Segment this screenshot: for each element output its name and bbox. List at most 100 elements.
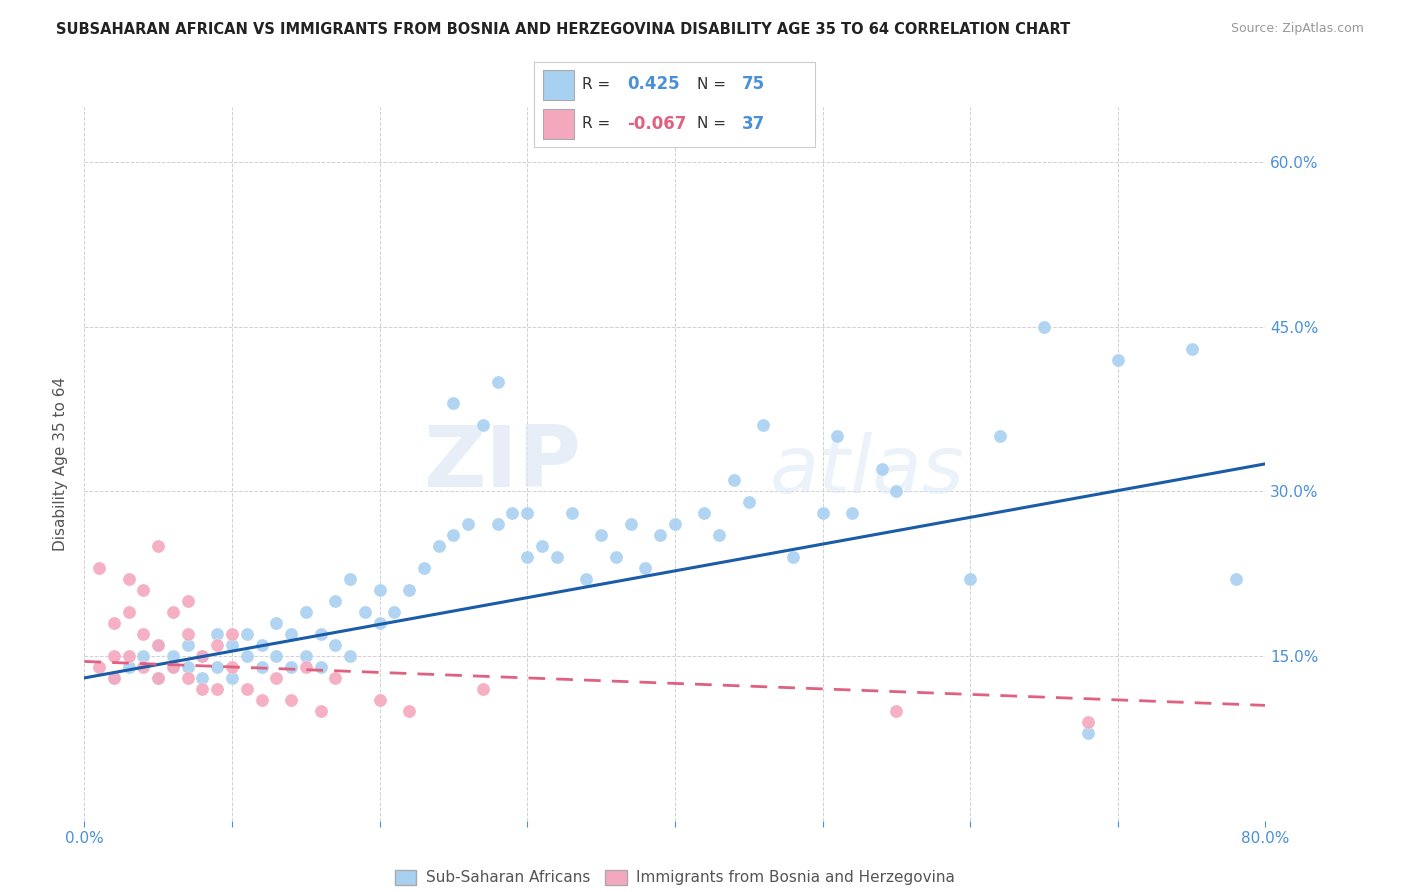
Point [634, 561, 657, 575]
Point [486, 517, 509, 532]
Point [368, 693, 391, 707]
Text: R =: R = [582, 116, 610, 131]
Point [132, 648, 155, 663]
Point [382, 605, 406, 619]
Point [605, 550, 627, 565]
Point [354, 605, 377, 619]
Text: 37: 37 [742, 115, 766, 133]
Point [339, 648, 361, 663]
Point [103, 648, 125, 663]
Point [191, 648, 214, 663]
Point [575, 572, 598, 586]
Point [1077, 714, 1099, 729]
Point [236, 648, 259, 663]
Text: N =: N = [697, 77, 727, 92]
Point [177, 660, 200, 674]
Text: Source: ZipAtlas.com: Source: ZipAtlas.com [1230, 22, 1364, 36]
Point [162, 660, 184, 674]
Point [162, 648, 184, 663]
Point [264, 615, 288, 630]
Point [827, 429, 849, 443]
Point [295, 660, 318, 674]
Point [280, 627, 302, 641]
Point [472, 681, 495, 696]
Point [664, 517, 686, 532]
Point [177, 594, 200, 608]
Point [1181, 342, 1204, 356]
Point [89, 660, 111, 674]
Point [295, 648, 318, 663]
Point [280, 693, 302, 707]
Point [177, 638, 200, 652]
Point [693, 506, 716, 520]
Point [118, 572, 141, 586]
Point [221, 660, 243, 674]
Point [441, 528, 464, 542]
Point [103, 671, 125, 685]
Point [516, 506, 538, 520]
Point [264, 671, 288, 685]
Text: -0.067: -0.067 [627, 115, 686, 133]
Point [1077, 726, 1099, 740]
Point [530, 539, 553, 553]
Point [723, 473, 745, 487]
Point [709, 528, 731, 542]
Point [132, 583, 155, 598]
Point [1225, 572, 1247, 586]
Y-axis label: Disability Age 35 to 64: Disability Age 35 to 64 [53, 376, 69, 551]
FancyBboxPatch shape [543, 109, 574, 139]
Point [162, 605, 184, 619]
Point [148, 671, 170, 685]
Point [132, 627, 155, 641]
Point [280, 660, 302, 674]
Point [191, 648, 214, 663]
Point [886, 484, 908, 499]
Point [250, 660, 273, 674]
Text: ZIP: ZIP [423, 422, 581, 506]
Point [309, 660, 332, 674]
Point [118, 648, 141, 663]
Point [591, 528, 613, 542]
Point [295, 605, 318, 619]
Point [427, 539, 450, 553]
Text: R =: R = [582, 77, 610, 92]
Point [309, 627, 332, 641]
Point [782, 550, 804, 565]
Point [323, 671, 347, 685]
Point [516, 550, 538, 565]
Point [236, 681, 259, 696]
Point [264, 648, 288, 663]
Point [205, 627, 228, 641]
Point [886, 704, 908, 718]
Point [738, 495, 761, 509]
Point [221, 627, 243, 641]
Point [441, 396, 464, 410]
Point [250, 638, 273, 652]
Point [811, 506, 834, 520]
Point [398, 583, 420, 598]
Point [870, 462, 893, 476]
Text: SUBSAHARAN AFRICAN VS IMMIGRANTS FROM BOSNIA AND HERZEGOVINA DISABILITY AGE 35 T: SUBSAHARAN AFRICAN VS IMMIGRANTS FROM BO… [56, 22, 1070, 37]
Point [486, 375, 509, 389]
FancyBboxPatch shape [543, 70, 574, 100]
Point [205, 638, 228, 652]
Text: N =: N = [697, 116, 727, 131]
Point [323, 594, 347, 608]
Text: atlas: atlas [769, 432, 965, 510]
Point [413, 561, 436, 575]
Point [398, 704, 420, 718]
Point [103, 615, 125, 630]
Point [191, 681, 214, 696]
Point [177, 627, 200, 641]
Point [501, 506, 523, 520]
Point [648, 528, 672, 542]
Point [103, 671, 125, 685]
Point [457, 517, 479, 532]
Point [1032, 319, 1054, 334]
Point [988, 429, 1011, 443]
Point [118, 605, 141, 619]
Point [752, 418, 775, 433]
Point [148, 638, 170, 652]
Point [148, 671, 170, 685]
Point [236, 627, 259, 641]
